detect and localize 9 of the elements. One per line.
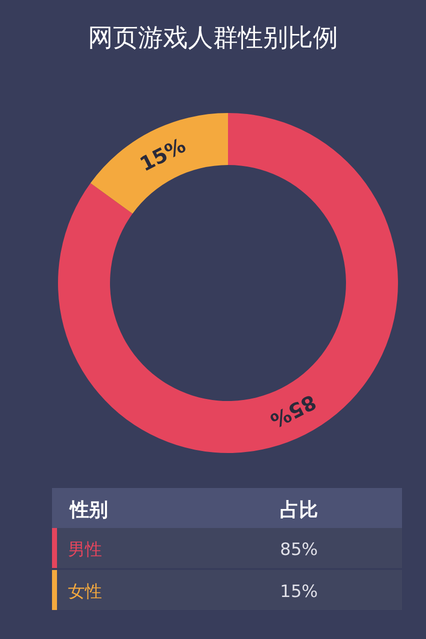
data-label: 15%	[136, 133, 190, 176]
legend-title: 性别	[69, 499, 108, 521]
text: 85%	[280, 540, 318, 560]
text: 占比	[280, 499, 318, 521]
legend-label: 女性	[68, 582, 102, 602]
data-label: 85%	[266, 390, 320, 433]
chart-title: 网页游戏人群性别比例	[88, 23, 338, 52]
text: 15%	[280, 582, 318, 602]
legend-label: 男性	[68, 540, 102, 560]
